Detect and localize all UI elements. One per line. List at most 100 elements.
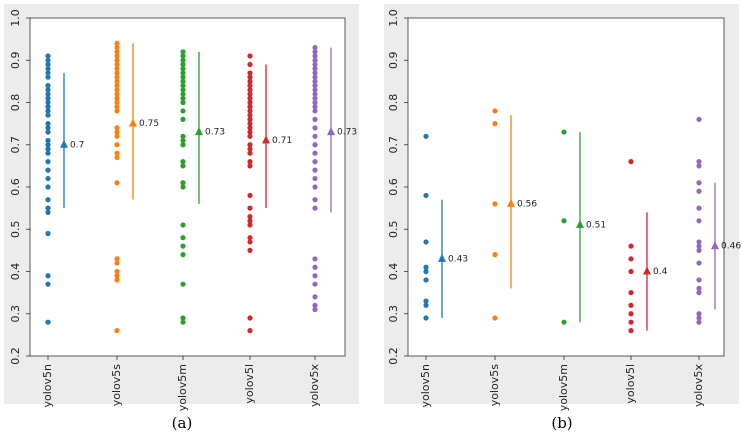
data-point: [312, 133, 318, 139]
x-tick-label: yolov5m: [557, 364, 570, 411]
data-point: [247, 142, 253, 148]
data-point: [247, 87, 253, 93]
y-tick-label: 0.3: [387, 305, 400, 323]
data-point: [180, 281, 186, 287]
data-point: [561, 218, 567, 224]
data-point: [114, 66, 120, 72]
data-point: [247, 163, 253, 169]
data-point: [45, 319, 51, 325]
data-point: [312, 150, 318, 156]
data-point: [247, 99, 253, 106]
data-point: [696, 315, 702, 321]
data-point: [114, 83, 120, 89]
data-point: [423, 264, 429, 270]
data-point: [45, 142, 51, 148]
data-point: [247, 239, 253, 245]
data-point: [114, 70, 120, 76]
data-point: [180, 57, 186, 63]
data-point: [312, 78, 318, 84]
data-point: [45, 74, 51, 80]
data-point: [180, 137, 186, 144]
data-point: [45, 57, 51, 63]
data-point: [492, 315, 498, 321]
data-point: [114, 44, 120, 51]
data-point: [114, 108, 120, 114]
data-point: [312, 167, 318, 173]
data-point: [696, 290, 702, 296]
y-tick-label: 0.6: [387, 178, 400, 196]
data-point: [247, 205, 253, 211]
data-point: [312, 95, 318, 101]
data-point: [423, 315, 429, 321]
data-point: [247, 61, 253, 68]
mean-label: 0.7: [70, 140, 84, 150]
data-point: [45, 150, 51, 156]
plot-area: [29, 17, 346, 357]
data-point: [180, 83, 186, 89]
data-point: [423, 268, 429, 275]
y-tick-label: 0.3: [9, 305, 22, 323]
data-point: [45, 108, 51, 114]
data-point: [696, 277, 702, 283]
data-point: [45, 87, 51, 93]
data-point: [312, 87, 318, 93]
data-point: [696, 188, 702, 194]
mean-label: 0.46: [721, 242, 741, 252]
data-point: [45, 104, 51, 110]
data-point: [312, 294, 318, 300]
data-point: [45, 146, 51, 152]
data-point: [247, 70, 253, 76]
x-tick-label: yolov5n: [41, 364, 54, 408]
data-point: [492, 201, 498, 207]
data-point: [180, 133, 186, 139]
data-point: [180, 116, 186, 122]
data-point: [312, 116, 318, 122]
data-point: [180, 74, 186, 80]
data-point: [114, 129, 120, 135]
data-point: [696, 311, 702, 317]
data-point: [45, 70, 51, 76]
caption-a: (a): [172, 414, 193, 432]
x-tick-label: yolov5x: [692, 364, 705, 408]
data-point: [114, 260, 120, 266]
data-point: [696, 205, 702, 211]
data-point: [45, 53, 51, 59]
data-point: [114, 150, 120, 156]
data-point: [312, 108, 318, 114]
data-point: [180, 184, 186, 190]
data-point: [312, 91, 318, 97]
data-point: [114, 328, 120, 334]
data-point: [114, 40, 120, 46]
data-point: [180, 99, 186, 106]
data-point: [45, 205, 51, 211]
y-tick-label: 1.0: [9, 9, 22, 27]
data-point: [114, 133, 120, 139]
data-point: [45, 137, 51, 144]
data-point: [561, 319, 567, 325]
data-point: [247, 247, 253, 253]
data-point: [247, 222, 253, 228]
y-tick-label: 0.5: [9, 221, 22, 239]
data-point: [45, 167, 51, 173]
data-point: [114, 78, 120, 84]
data-point: [114, 57, 120, 63]
data-point: [45, 61, 51, 68]
data-point: [247, 315, 253, 321]
y-tick-label: 0.7: [387, 136, 400, 154]
data-point: [180, 53, 186, 59]
data-point: [312, 302, 318, 308]
data-point: [312, 197, 318, 203]
data-point: [114, 125, 120, 131]
data-point: [492, 252, 498, 258]
data-point: [696, 319, 702, 325]
x-tick-label: yolov5m: [176, 364, 189, 411]
data-point: [312, 125, 318, 131]
x-tick-label: yolov5x: [308, 364, 321, 408]
data-point: [628, 256, 634, 262]
data-point: [696, 180, 702, 186]
data-point: [312, 66, 318, 72]
data-point: [180, 70, 186, 76]
data-point: [114, 273, 120, 279]
mean-marker: [327, 127, 335, 136]
data-point: [45, 99, 51, 106]
